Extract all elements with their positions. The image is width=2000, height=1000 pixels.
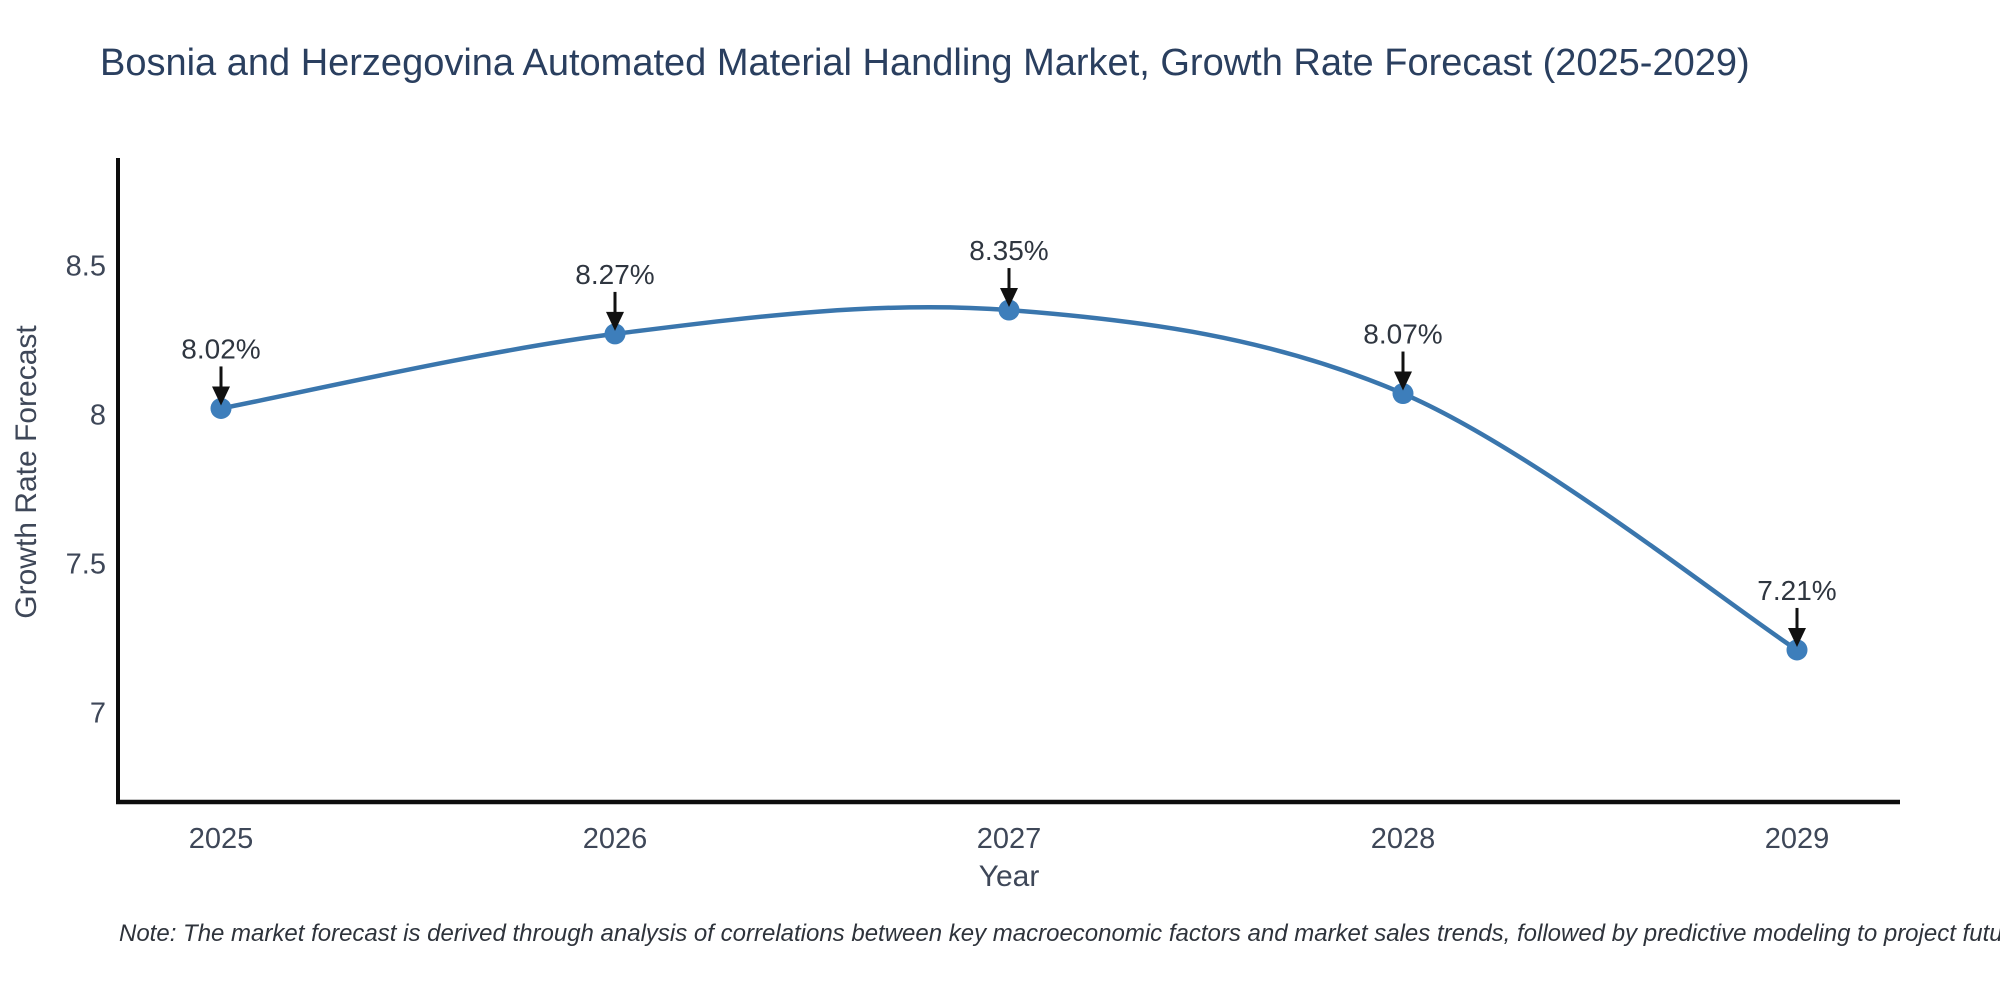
data-point-label: 8.35% (969, 235, 1048, 266)
y-tick-label: 8.5 (66, 250, 106, 282)
series-line (218, 304, 1800, 653)
data-point-marker (604, 323, 626, 345)
data-point-marker (1786, 639, 1808, 661)
annotation-arrowhead (1394, 371, 1412, 391)
data-point-marker (210, 397, 232, 419)
x-tick-label: 2028 (1371, 823, 1436, 855)
x-tick-label: 2025 (189, 823, 254, 855)
x-tick-label: 2027 (977, 823, 1042, 855)
x-axis-title: Year (978, 860, 1040, 893)
y-tick-label: 7 (90, 698, 106, 730)
x-tick-label: 2026 (583, 823, 648, 855)
annotation-arrowhead (606, 311, 624, 331)
data-point-marker (1392, 383, 1414, 405)
data-point-label: 8.07% (1363, 319, 1442, 350)
data-point-label: 8.27% (575, 259, 654, 290)
footnote: Note: The market forecast is derived thr… (119, 920, 2000, 947)
annotation-arrowhead (212, 386, 230, 406)
y-tick-label: 8 (90, 399, 106, 431)
data-point-label: 8.02% (181, 333, 260, 364)
data-point-marker (998, 299, 1020, 321)
annotation-arrowhead (1000, 288, 1018, 308)
data-point-label: 7.21% (1757, 575, 1836, 606)
y-axis-title: Growth Rate Forecast (10, 325, 43, 619)
x-tick-label: 2029 (1765, 823, 1830, 855)
annotation-arrowhead (1788, 627, 1806, 647)
chart-title: Bosnia and Herzegovina Automated Materia… (100, 42, 1750, 84)
y-tick-label: 7.5 (66, 548, 106, 580)
